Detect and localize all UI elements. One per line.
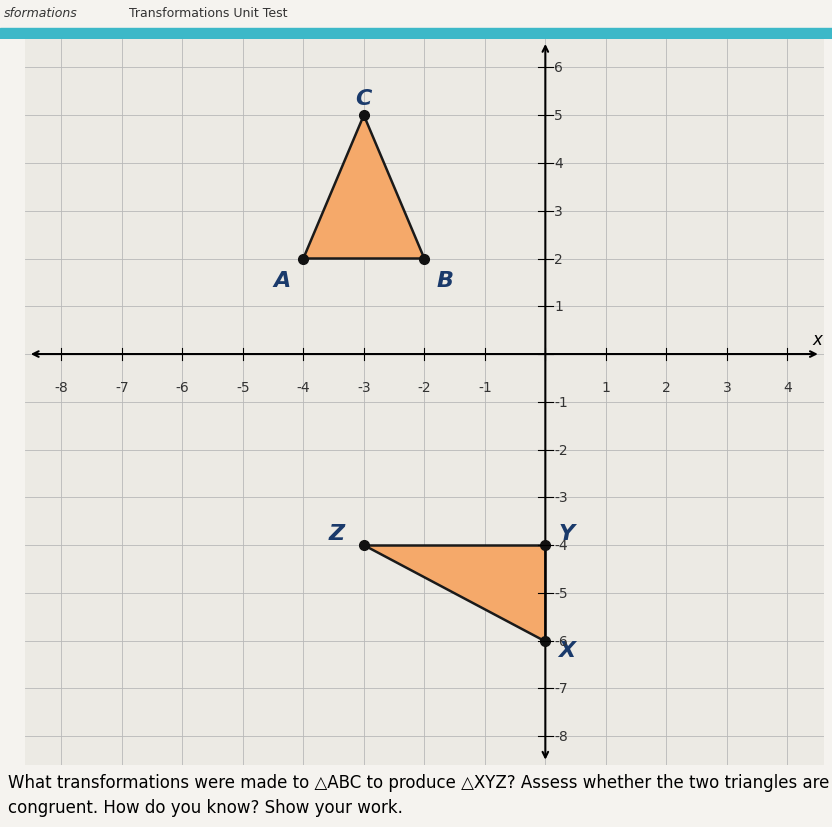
Text: C: C — [355, 89, 372, 109]
Text: 2: 2 — [554, 252, 563, 266]
Text: -2: -2 — [418, 381, 431, 394]
Text: 1: 1 — [602, 381, 611, 394]
Text: A: A — [274, 270, 290, 290]
Polygon shape — [364, 546, 545, 641]
Polygon shape — [304, 116, 424, 259]
Text: 3: 3 — [554, 204, 563, 218]
Text: -5: -5 — [236, 381, 250, 394]
Text: Transformations Unit Test: Transformations Unit Test — [129, 7, 288, 21]
Text: -3: -3 — [554, 490, 568, 504]
Text: 6: 6 — [554, 61, 563, 75]
Text: 4: 4 — [783, 381, 792, 394]
Text: What transformations were made to △ABC to produce △XYZ? Assess whether the two t: What transformations were made to △ABC t… — [8, 773, 830, 791]
Text: -5: -5 — [554, 586, 568, 600]
Text: -2: -2 — [554, 443, 568, 457]
Text: 2: 2 — [662, 381, 671, 394]
Text: -8: -8 — [554, 729, 568, 743]
Text: B: B — [437, 270, 454, 290]
Text: -7: -7 — [115, 381, 129, 394]
Text: Y: Y — [558, 523, 575, 543]
Text: -4: -4 — [296, 381, 310, 394]
Text: sformations: sformations — [4, 7, 78, 21]
Text: -1: -1 — [478, 381, 492, 394]
Text: -3: -3 — [357, 381, 370, 394]
Text: -7: -7 — [554, 681, 568, 696]
Text: 5: 5 — [554, 109, 563, 123]
Text: Z: Z — [329, 523, 344, 543]
Text: x: x — [813, 330, 823, 348]
Text: -6: -6 — [554, 634, 568, 648]
Text: 1: 1 — [554, 300, 563, 314]
Text: X: X — [558, 640, 575, 661]
Text: 4: 4 — [554, 157, 563, 170]
Text: congruent. How do you know? Show your work.: congruent. How do you know? Show your wo… — [8, 798, 404, 816]
Text: -8: -8 — [54, 381, 68, 394]
Text: -6: -6 — [176, 381, 189, 394]
Text: 3: 3 — [722, 381, 731, 394]
Bar — [0, 29, 832, 40]
Text: -1: -1 — [554, 395, 568, 409]
Text: -4: -4 — [554, 538, 568, 552]
